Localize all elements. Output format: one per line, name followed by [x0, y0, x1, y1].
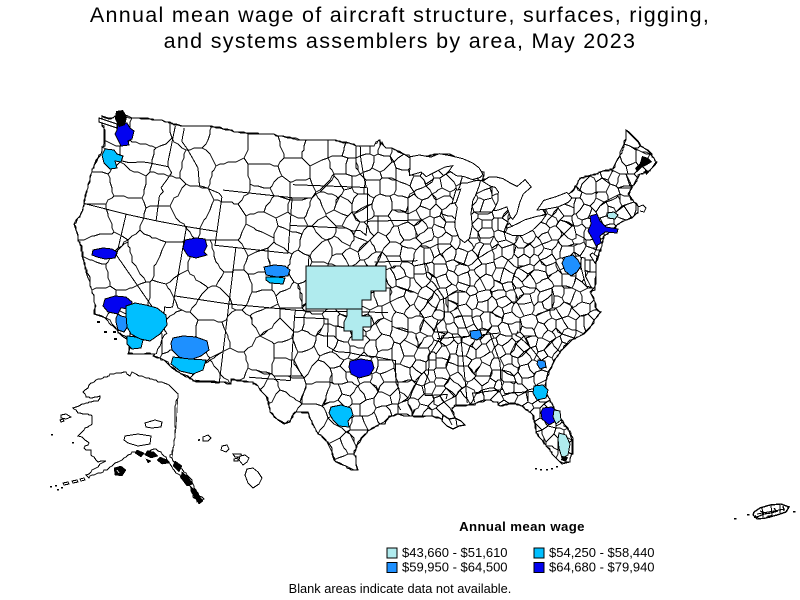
- svg-text:Blank areas indicate data not: Blank areas indicate data not available.: [289, 581, 512, 596]
- svg-text:Annual mean wage of aircraft s: Annual mean wage of aircraft structure, …: [90, 3, 710, 27]
- svg-text:$64,680 - $79,940: $64,680 - $79,940: [549, 560, 655, 575]
- svg-text:and systems assemblers by area: and systems assemblers by area, May 2023: [164, 29, 637, 53]
- svg-text:$54,250 - $58,440: $54,250 - $58,440: [549, 545, 655, 560]
- svg-text:$59,950 - $64,500: $59,950 - $64,500: [402, 560, 508, 575]
- svg-text:$43,660 - $51,610: $43,660 - $51,610: [402, 545, 508, 560]
- svg-text:Annual mean wage: Annual mean wage: [459, 519, 585, 534]
